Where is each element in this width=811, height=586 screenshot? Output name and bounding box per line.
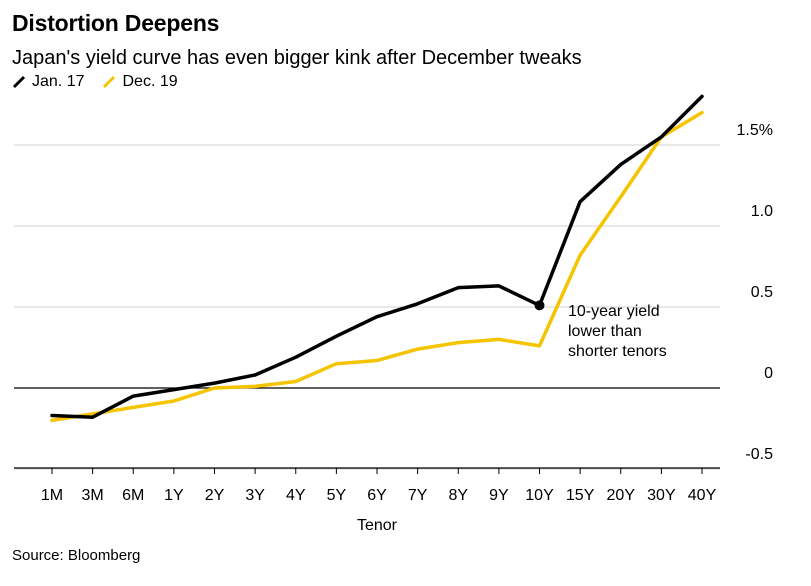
x-tick-label: 2Y: [205, 487, 225, 504]
source-note: Source: Bloomberg: [12, 547, 141, 564]
x-tick-label: 6Y: [367, 487, 387, 504]
x-tick-label: 3Y: [245, 487, 265, 504]
y-tick-label: 0: [764, 365, 773, 382]
x-tick-label: 6M: [122, 487, 144, 504]
legend-label-dec19: Dec. 19: [122, 73, 178, 90]
x-tick-label: 1Y: [164, 487, 184, 504]
series-line-jan17: [50, 94, 704, 419]
legend-swatch-dec19: [103, 75, 116, 89]
x-tick-label: 8Y: [448, 487, 468, 504]
legend-item-jan17: Jan. 17: [12, 73, 84, 91]
x-tick-label: 40Y: [688, 487, 717, 504]
x-tick-label: 10Y: [525, 487, 554, 504]
x-tick-label: 20Y: [607, 487, 636, 504]
chart-subtitle: Japan's yield curve has even bigger kink…: [12, 47, 582, 69]
annotation-line: shorter tenors: [568, 343, 667, 360]
x-tick-label: 3M: [82, 487, 104, 504]
y-tick-label: 1.0: [751, 203, 773, 220]
x-tick-label: 1M: [41, 487, 63, 504]
annotation-line: 10-year yield: [568, 303, 660, 320]
legend-item-dec19: Dec. 19: [102, 73, 178, 91]
legend-label-jan17: Jan. 17: [32, 73, 85, 90]
x-tick-label: 7Y: [408, 487, 428, 504]
y-tick-label: 1.5%: [737, 122, 773, 139]
annotation-line: lower than: [568, 323, 642, 340]
x-tick-label: 9Y: [489, 487, 509, 504]
chart-title: Distortion Deepens: [12, 10, 220, 36]
legend: Jan. 17 Dec. 19: [12, 73, 178, 91]
x-tick-label: 15Y: [566, 487, 595, 504]
highlight-point: [534, 300, 545, 311]
series-line-dec19: [50, 110, 704, 423]
y-tick-label: -0.5: [745, 446, 773, 463]
x-tick-label: 5Y: [327, 487, 347, 504]
x-tick-label: 4Y: [286, 487, 306, 504]
y-tick-label: 0.5: [751, 284, 773, 301]
x-axis-title: Tenor: [357, 517, 398, 534]
legend-swatch-jan17: [12, 75, 26, 89]
x-tick-label: 30Y: [647, 487, 676, 504]
